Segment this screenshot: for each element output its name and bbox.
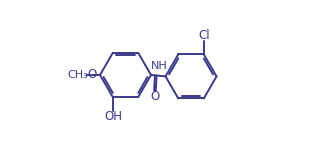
Text: NH: NH [150, 61, 167, 71]
Text: OH: OH [104, 110, 122, 123]
Text: Cl: Cl [198, 29, 210, 42]
Text: O: O [150, 90, 159, 103]
Text: CH₃: CH₃ [67, 70, 88, 80]
Text: O: O [87, 69, 96, 81]
